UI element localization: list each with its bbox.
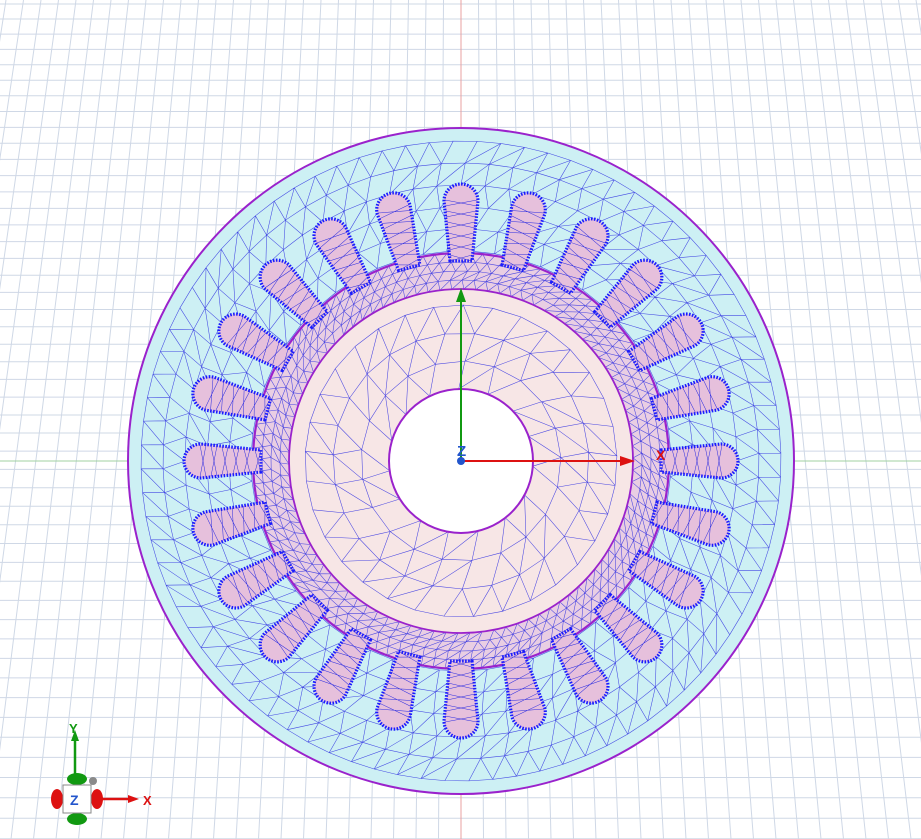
slot-mesh xyxy=(551,226,606,294)
slot-mesh xyxy=(444,660,478,723)
triad-x-arrowhead xyxy=(620,456,635,466)
triad-x-label: X xyxy=(656,447,666,463)
viewcube-red-right-cap xyxy=(91,789,103,809)
slot-mesh xyxy=(502,204,545,271)
stator-slot xyxy=(592,258,664,330)
stator-slot xyxy=(375,649,422,731)
slot-mesh xyxy=(204,377,271,420)
slot-mesh xyxy=(377,204,420,271)
slot-outline xyxy=(442,182,480,263)
stator-slot xyxy=(500,649,547,731)
slot-outline xyxy=(258,592,330,664)
slot-mesh xyxy=(551,628,606,696)
slot-outline xyxy=(312,626,373,705)
slot-mesh xyxy=(651,502,718,545)
stator-slot xyxy=(312,217,373,296)
axis-orientation-cube-icon[interactable] xyxy=(62,784,92,814)
viewcube-corner-knob[interactable] xyxy=(89,777,97,785)
stator-slot xyxy=(182,442,263,480)
stator-slot xyxy=(375,191,422,273)
slot-mesh xyxy=(264,594,328,658)
slot-outline xyxy=(592,258,664,330)
slot-mesh xyxy=(660,444,723,478)
stator-slot xyxy=(258,258,330,330)
slot-mesh xyxy=(226,551,294,606)
stator-outer-boundary xyxy=(127,127,795,795)
slot-mesh xyxy=(628,551,696,606)
stator-slot xyxy=(442,659,480,740)
slot-outline xyxy=(442,659,480,740)
stator-slot xyxy=(549,217,610,296)
stator-slot xyxy=(258,592,330,664)
slot-outline xyxy=(258,258,330,330)
triad-origin-dot xyxy=(457,457,465,465)
stator-slot xyxy=(312,626,373,705)
slot-mesh xyxy=(199,444,262,478)
triad-y-arrowhead xyxy=(456,288,466,302)
origin-axis-triad: Z X xyxy=(456,288,666,466)
stator-slot xyxy=(626,312,705,373)
slot-outline xyxy=(626,312,705,373)
slot-mesh xyxy=(444,199,478,262)
slot-outline xyxy=(182,442,263,480)
slot-mesh xyxy=(316,226,371,294)
slot-mesh xyxy=(502,651,545,718)
stator-slot xyxy=(217,312,296,373)
slot-mesh xyxy=(316,628,371,696)
stator-slots xyxy=(182,182,740,740)
slot-mesh xyxy=(226,316,294,371)
view-orientation-widget[interactable]: Y X Z xyxy=(51,721,152,825)
stator-slot xyxy=(592,592,664,664)
slot-outline xyxy=(626,549,705,610)
stator-slot xyxy=(500,191,547,273)
stator-slot xyxy=(549,626,610,705)
slot-outline xyxy=(217,312,296,373)
slot-outline xyxy=(659,442,740,480)
slot-outline xyxy=(312,217,373,296)
viewcube-x-arrowhead xyxy=(128,795,139,803)
slot-mesh xyxy=(264,264,328,328)
slot-outline xyxy=(592,592,664,664)
stator-slot xyxy=(626,549,705,610)
slot-mesh xyxy=(628,316,696,371)
viewcube-green-bottom-cap xyxy=(67,813,87,825)
slot-mesh xyxy=(377,651,420,718)
slot-outline xyxy=(549,217,610,296)
viewcube-z-label: Z xyxy=(70,792,79,808)
stator-slot xyxy=(442,182,480,263)
stator-slot xyxy=(191,375,273,422)
viewcube-x-label: X xyxy=(143,793,152,808)
triad-z-label: Z xyxy=(457,443,466,460)
slot-mesh xyxy=(204,502,271,545)
slot-outline xyxy=(217,549,296,610)
slot-mesh xyxy=(594,264,658,328)
stator-slot xyxy=(659,442,740,480)
stator-slot xyxy=(649,500,731,547)
stator-slot xyxy=(217,549,296,610)
slot-outline xyxy=(549,626,610,705)
slot-mesh xyxy=(594,594,658,658)
viewcube-green-top-cap xyxy=(67,773,87,785)
viewcube-red-left-cap xyxy=(51,789,63,809)
viewcube-y-arrowhead xyxy=(71,730,79,741)
stator-slot xyxy=(649,375,731,422)
stator-slot xyxy=(191,500,273,547)
slot-mesh xyxy=(651,377,718,420)
viewcube-y-label: Y xyxy=(69,721,78,736)
